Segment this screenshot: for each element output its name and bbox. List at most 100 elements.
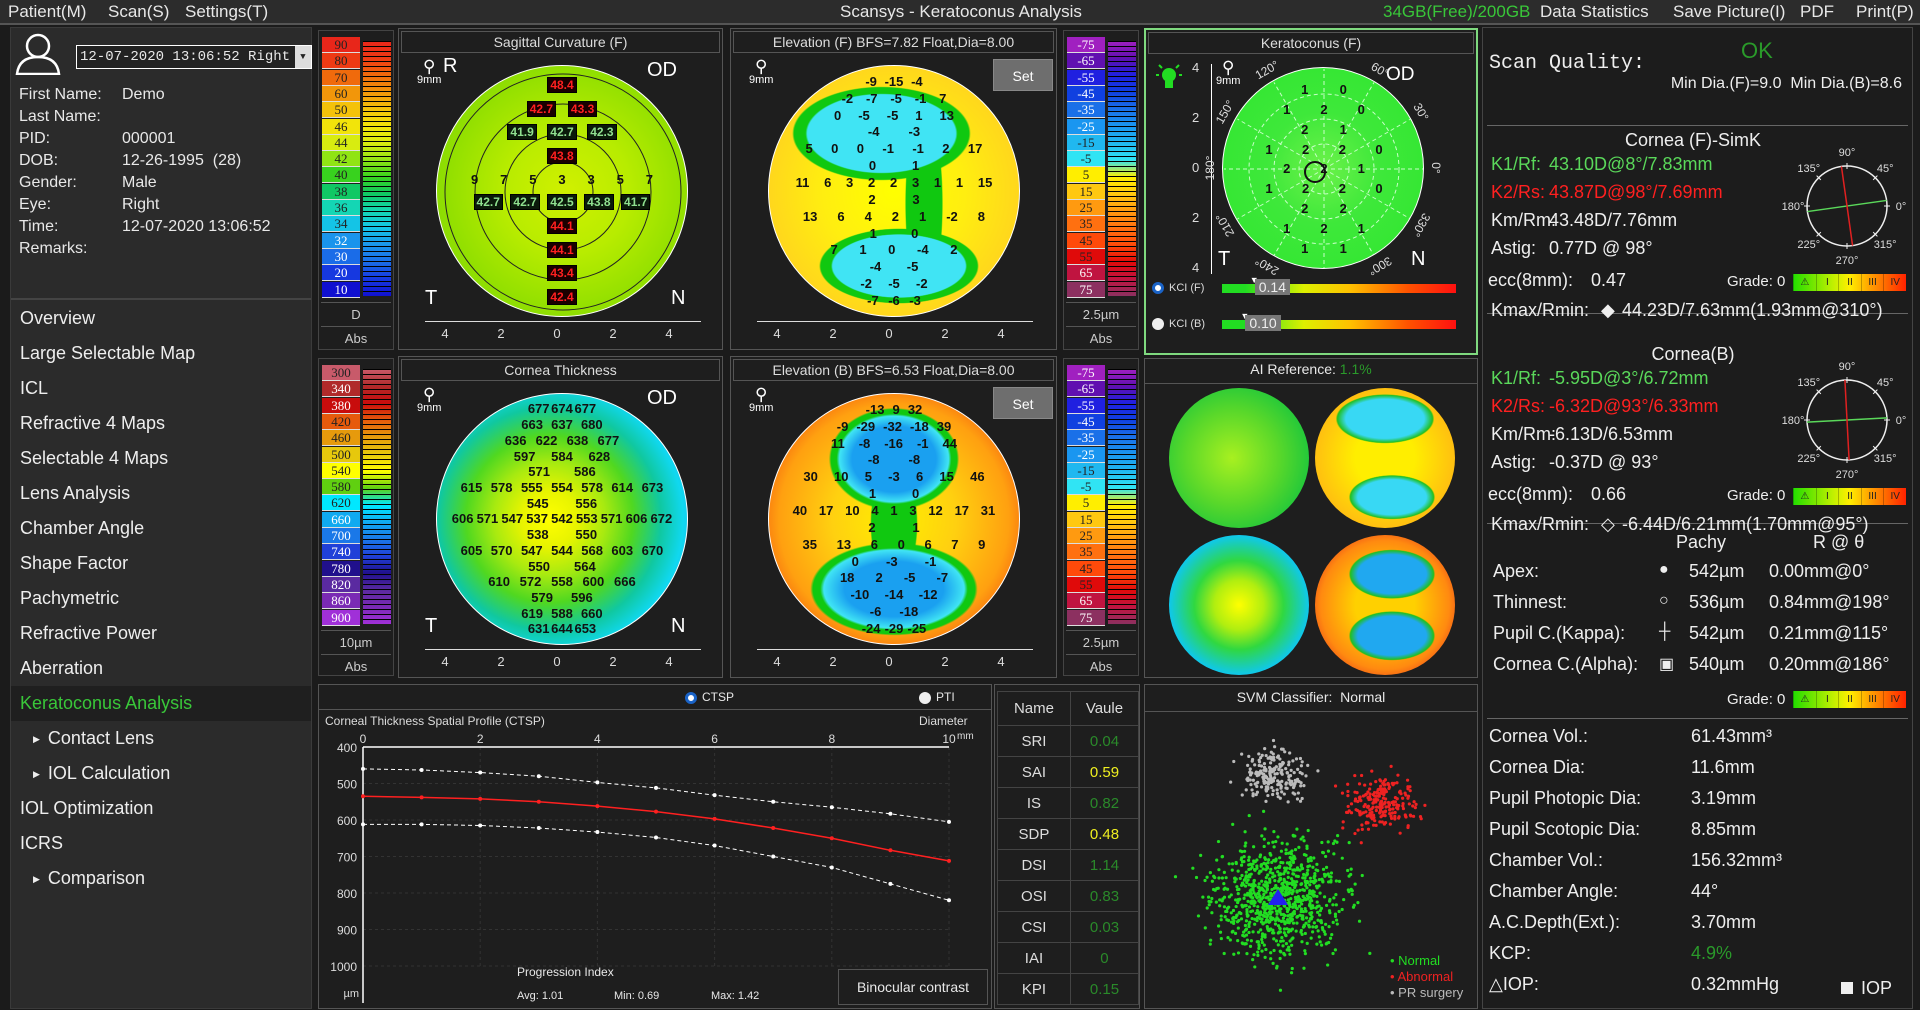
nav-item[interactable]: IOL Optimization xyxy=(11,791,311,826)
scale-swatch: -25 xyxy=(1067,118,1105,135)
scatter-point xyxy=(1229,911,1233,915)
map-circle[interactable] xyxy=(768,393,1020,645)
scatter-point xyxy=(1229,920,1234,924)
column-header: Name xyxy=(997,691,1071,726)
binocular-contrast-button[interactable]: Binocular contrast xyxy=(838,969,988,1005)
scatter-point xyxy=(1249,783,1253,787)
exam-select[interactable]: 12-07-2020 13:06:52 Right ▼ xyxy=(76,45,312,69)
scatter-point xyxy=(1280,790,1284,794)
nav-item[interactable]: Large Selectable Map xyxy=(11,336,311,371)
scatter-point xyxy=(1264,753,1268,758)
nav-item[interactable]: Refractive 4 Maps xyxy=(11,406,311,441)
scale-unit[interactable]: 2.5µm xyxy=(1066,629,1136,653)
zoom-control[interactable]: ⚲ 9mm xyxy=(1216,59,1240,87)
nav-item[interactable]: ICRS xyxy=(11,826,311,861)
nav-item[interactable]: Overview xyxy=(11,301,311,336)
scale-mode[interactable]: Abs xyxy=(321,325,391,349)
nav-item[interactable]: Refractive Power xyxy=(11,616,311,651)
map-value: 2 xyxy=(889,174,898,190)
nav-item[interactable]: Chamber Angle xyxy=(11,511,311,546)
chevron-down-icon[interactable]: ▼ xyxy=(295,46,311,68)
map-value: -3 xyxy=(886,553,898,569)
ai-reference-thumb-elevation-back[interactable] xyxy=(1315,535,1455,675)
iop-checkbox[interactable]: IOP xyxy=(1841,978,1892,999)
map-value: 666 xyxy=(613,574,636,590)
kci-slider-handle[interactable]: ▼ xyxy=(1240,311,1249,321)
kci-radio[interactable]: KCI (F) xyxy=(1152,282,1204,295)
scatter-point xyxy=(1320,925,1325,930)
nav-item[interactable]: ▶ Contact Lens xyxy=(11,721,311,756)
magnifier-icon: ⚲ xyxy=(423,57,436,76)
nav-item[interactable]: ICL xyxy=(11,371,311,406)
set-button[interactable]: Set xyxy=(993,59,1053,91)
map-circle[interactable] xyxy=(436,393,688,645)
scale-mode[interactable]: Abs xyxy=(1066,325,1136,349)
scatter-point xyxy=(1251,792,1255,796)
print-button[interactable]: Print(P) xyxy=(1856,2,1914,21)
menu-settings[interactable]: Settings(T) xyxy=(185,2,269,21)
ctsp-radio[interactable]: CTSP xyxy=(685,690,734,704)
elevation-front-map[interactable]: Elevation (F) BFS=7.82 Float,Dia=8.00 ⚲ 9m… xyxy=(730,28,1057,350)
menu-patient[interactable]: Patient(M) xyxy=(8,2,87,21)
ai-reference-thumb-curvature[interactable] xyxy=(1169,388,1309,528)
data-point xyxy=(654,809,658,814)
pti-radio[interactable]: PTI xyxy=(919,690,955,704)
scale-mode[interactable]: Abs xyxy=(321,653,391,677)
curvature-value: 42.7 xyxy=(473,194,503,211)
map-value: 6 xyxy=(870,536,878,552)
k1-label: K1/Rf: xyxy=(1491,154,1542,174)
nav-item[interactable]: Pachymetric xyxy=(11,581,311,616)
legend-label: Abnormal xyxy=(1397,969,1454,984)
scatter-point xyxy=(1350,889,1354,893)
scale-mode[interactable]: Abs xyxy=(1066,653,1136,677)
nav-item[interactable]: Aberration xyxy=(11,651,311,686)
nav-item[interactable]: ▶ Comparison xyxy=(11,861,311,896)
map-value: 1 xyxy=(1301,240,1309,256)
scatter-point xyxy=(1243,893,1247,897)
ai-reference-thumb-elevation-front[interactable] xyxy=(1315,388,1455,528)
cornea-thickness-map[interactable]: Cornea Thickness ⚲ 9mm OD T N 677 674 677 663 637 6… xyxy=(398,356,723,678)
kci-slider-handle[interactable]: ▼ xyxy=(1250,275,1259,285)
scatter-point xyxy=(1275,791,1280,796)
scatter-point xyxy=(1271,931,1275,935)
menu-scan[interactable]: Scan(S) xyxy=(108,2,170,21)
ai-reference-thumb-thickness[interactable] xyxy=(1169,535,1309,675)
data-point xyxy=(771,826,776,831)
angle-label: 180° xyxy=(1203,155,1217,181)
scatter-point xyxy=(1299,781,1303,785)
scatter-point xyxy=(1271,916,1275,920)
scatter-point xyxy=(1360,823,1364,827)
zoom-control[interactable]: ⚲ 9mm xyxy=(749,58,773,86)
zoom-control[interactable]: ⚲ 9mm xyxy=(749,386,773,414)
sagittal-curvature-map[interactable]: Sagittal Curvature (F) ⚲ 9mm R OD T N 48.4 42.7 4… xyxy=(398,28,723,350)
set-button[interactable]: Set xyxy=(993,387,1053,419)
nav-item[interactable]: ▶ IOL Calculation xyxy=(11,756,311,791)
scatter-point xyxy=(1258,894,1262,898)
nav-item[interactable]: Selectable 4 Maps xyxy=(11,441,311,476)
elevation-back-map[interactable]: Elevation (B) BFS=6.53 Float,Dia=8.00 ⚲ 9m… xyxy=(730,356,1057,678)
zoom-control[interactable]: ⚲ 9mm xyxy=(417,57,441,86)
scatter-point xyxy=(1264,907,1268,911)
scatter-point xyxy=(1299,784,1303,788)
nav-item[interactable]: Shape Factor xyxy=(11,546,311,581)
kci-radio[interactable]: KCI (B) xyxy=(1152,318,1205,331)
save-picture-button[interactable]: Save Picture(I) xyxy=(1673,2,1786,21)
map-value: 6 xyxy=(824,174,832,190)
scatter-point xyxy=(1236,892,1240,896)
nav-item[interactable]: Lens Analysis xyxy=(11,476,311,511)
index-value: 0.48 xyxy=(1069,818,1140,850)
data-statistics-button[interactable]: Data Statistics xyxy=(1540,2,1649,21)
scatter-point xyxy=(1274,839,1278,844)
nav-item[interactable]: Keratoconus Analysis xyxy=(11,686,311,721)
metric-label: Chamber Vol.: xyxy=(1489,850,1604,870)
scale-unit[interactable]: 10µm xyxy=(321,629,391,653)
scale-unit[interactable]: D xyxy=(321,301,391,325)
scan-quality-label: Scan Quality: xyxy=(1489,52,1646,75)
zoom-control[interactable]: ⚲ 9mm xyxy=(417,386,441,414)
map-circle[interactable] xyxy=(768,65,1020,317)
scatter-point xyxy=(1238,849,1242,853)
scale-unit[interactable]: 2.5µm xyxy=(1066,301,1136,325)
pdf-button[interactable]: PDF xyxy=(1800,2,1834,21)
